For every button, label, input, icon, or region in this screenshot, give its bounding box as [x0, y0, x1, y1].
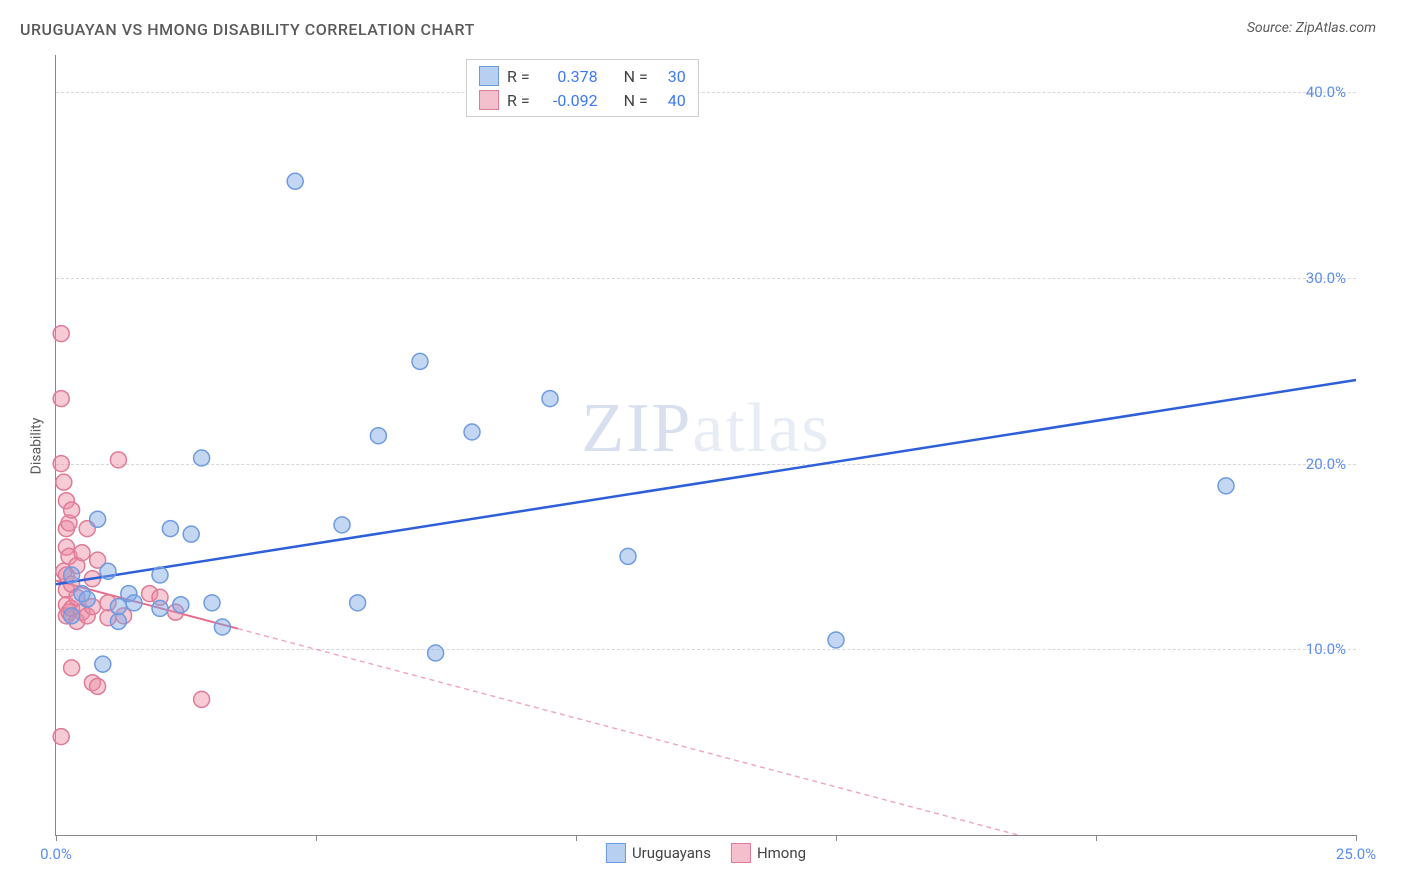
y-axis-label: Disability [28, 418, 44, 475]
data-point [126, 595, 142, 611]
chart-title: URUGUAYAN VS HMONG DISABILITY CORRELATIO… [20, 20, 475, 39]
series-legend: Uruguayans Hmong [606, 843, 806, 863]
swatch-blue [606, 843, 626, 863]
x-tick [1096, 835, 1097, 841]
x-tick [56, 835, 57, 841]
data-point [74, 545, 90, 561]
trend-line-dashed [238, 629, 1018, 835]
data-point [828, 632, 844, 648]
x-tick [576, 835, 577, 841]
data-point [1218, 478, 1234, 494]
data-point [412, 353, 428, 369]
data-point [428, 645, 444, 661]
data-point [64, 502, 80, 518]
data-point [194, 691, 210, 707]
correlation-legend: R = 0.378 N = 30 R = -0.092 N = 40 [466, 59, 699, 117]
plot-area: 10.0%20.0%30.0%40.0%0.0%25.0% ZIPatlas R… [55, 55, 1356, 836]
legend-row-uruguayans: R = 0.378 N = 30 [479, 64, 686, 88]
data-point [100, 563, 116, 579]
data-point [152, 567, 168, 583]
data-point [173, 597, 189, 613]
legend-item-uruguayans: Uruguayans [606, 843, 711, 863]
data-point [53, 326, 69, 342]
data-point [183, 526, 199, 542]
source-label: Source: ZipAtlas.com [1247, 20, 1376, 36]
data-point [64, 567, 80, 583]
data-point [370, 428, 386, 444]
data-point [64, 660, 80, 676]
swatch-pink [479, 90, 499, 110]
data-point [204, 595, 220, 611]
data-point [287, 173, 303, 189]
x-tick [316, 835, 317, 841]
data-point [95, 656, 111, 672]
x-tick-label: 25.0% [1336, 845, 1376, 863]
data-point [110, 452, 126, 468]
data-point [53, 456, 69, 472]
data-point [64, 608, 80, 624]
data-point [194, 450, 210, 466]
trend-line [56, 380, 1356, 584]
data-point [79, 591, 95, 607]
data-point [214, 619, 230, 635]
data-point [620, 548, 636, 564]
legend-row-hmong: R = -0.092 N = 40 [479, 88, 686, 112]
swatch-blue [479, 66, 499, 86]
data-point [53, 391, 69, 407]
data-point [110, 599, 126, 615]
legend-item-hmong: Hmong [731, 843, 806, 863]
x-tick [1356, 835, 1357, 841]
data-point [152, 600, 168, 616]
x-tick-label: 0.0% [40, 845, 72, 863]
data-point [464, 424, 480, 440]
data-point [56, 474, 72, 490]
data-point [162, 521, 178, 537]
data-point [334, 517, 350, 533]
data-point [53, 729, 69, 745]
scatter-svg [56, 55, 1356, 835]
data-point [542, 391, 558, 407]
data-point [90, 511, 106, 527]
data-point [350, 595, 366, 611]
swatch-pink [731, 843, 751, 863]
x-tick [836, 835, 837, 841]
data-point [110, 613, 126, 629]
data-point [90, 678, 106, 694]
